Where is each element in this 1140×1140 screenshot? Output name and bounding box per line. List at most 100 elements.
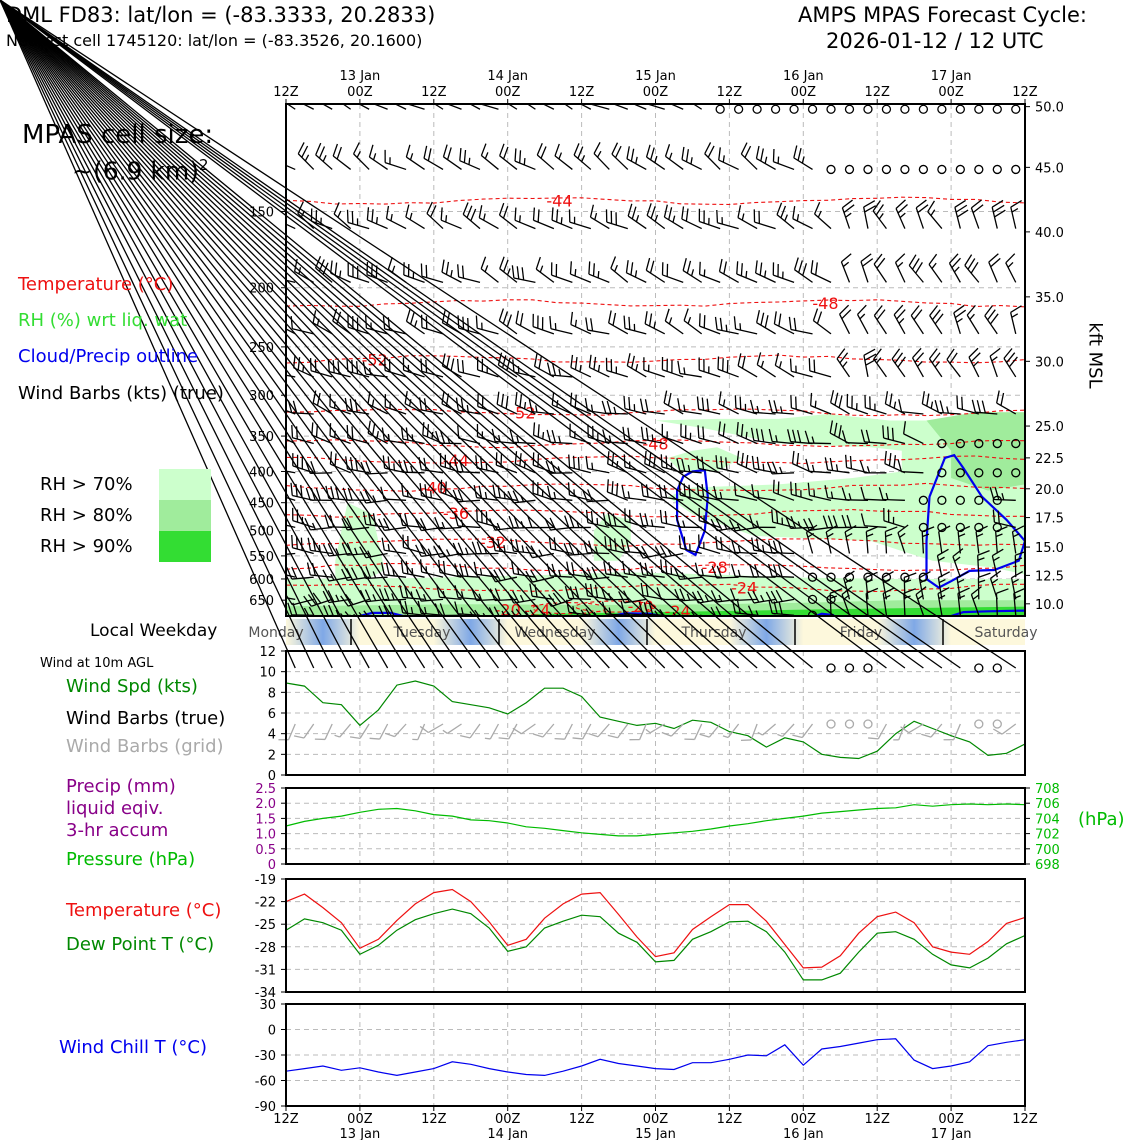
upper-wind-barb-flag bbox=[896, 309, 906, 320]
upper-wind-barb bbox=[480, 268, 499, 283]
upper-wind-barb-flag bbox=[966, 304, 976, 316]
upper-wind-barb-flag bbox=[424, 484, 428, 497]
legend-rh70: RH > 70% bbox=[40, 474, 133, 495]
upper-wind-barb-flag bbox=[607, 451, 610, 464]
upper-wind-barb-flag bbox=[737, 205, 742, 218]
temperature-contour-line bbox=[286, 583, 1025, 593]
upper-wind-barb-flag bbox=[469, 97, 470, 104]
upper-wind-barb bbox=[286, 574, 296, 578]
upper-wind-barb bbox=[864, 525, 887, 529]
weekday-night-gradient bbox=[286, 619, 360, 645]
upper-wind-barb-flag bbox=[789, 358, 792, 372]
upper-wind-barb-flag bbox=[564, 515, 570, 528]
temp-panel-ytick-label: -31 bbox=[255, 963, 276, 978]
upper-wind-barb-flag bbox=[842, 261, 850, 268]
grid-wind-barb bbox=[359, 723, 370, 739]
upper-wind-barb bbox=[903, 433, 924, 445]
upper-wind-barb-flag bbox=[777, 481, 780, 495]
upper-wind-barb-flag bbox=[972, 204, 984, 214]
upper-wind-barb bbox=[569, 466, 592, 474]
grid-wind-barb-flag bbox=[661, 731, 672, 737]
upper-wind-barb bbox=[790, 441, 813, 445]
upper-wind-barb bbox=[568, 611, 591, 616]
upper-wind-barb-flag bbox=[307, 594, 317, 606]
upper-wind-barb-flag bbox=[590, 318, 594, 332]
upper-wind-barb-flag bbox=[295, 536, 298, 550]
upper-wind-barb-flag bbox=[683, 367, 686, 375]
upper-wind-barb bbox=[478, 217, 499, 230]
upper-wind-barb-flag bbox=[354, 547, 358, 555]
upper-wind-barb-flag bbox=[322, 569, 330, 582]
true-wind-barb bbox=[0, 0, 389, 669]
upper-wind-barb-flag bbox=[995, 533, 1003, 538]
grid-wind-barb-calm bbox=[974, 719, 984, 729]
upper-wind-barb-flag bbox=[608, 310, 612, 324]
upper-wind-barb-flag bbox=[582, 489, 588, 502]
upper-wind-barb-flag bbox=[501, 355, 507, 368]
upper-wind-barb-flag bbox=[519, 594, 525, 602]
upper-wind-barb-flag bbox=[492, 484, 496, 498]
upper-wind-barb-flag bbox=[514, 451, 518, 464]
upper-wind-barb-flag bbox=[351, 426, 354, 440]
upper-wind-barb-flag bbox=[349, 457, 354, 470]
upper-wind-barb bbox=[809, 494, 832, 501]
upper-wind-barb bbox=[291, 412, 314, 415]
wind-panel-ytick-label: 12 bbox=[259, 645, 276, 660]
upper-wind-barb-flag bbox=[917, 204, 929, 214]
upper-wind-barb bbox=[606, 548, 628, 555]
upper-wind-barb-flag bbox=[480, 256, 487, 269]
cloud-outline-path bbox=[925, 453, 1025, 589]
upper-wind-barb-flag bbox=[508, 515, 515, 529]
upper-wind-barb-flag bbox=[484, 491, 488, 499]
upper-wind-barb-flag bbox=[1012, 578, 1019, 584]
upper-wind-barb-flag bbox=[597, 270, 600, 278]
upper-wind-barb-flag bbox=[625, 539, 630, 553]
upper-wind-barb-flag bbox=[829, 457, 834, 471]
upper-wind-barb-flag bbox=[793, 145, 798, 159]
upper-wind-barb-flag bbox=[521, 267, 525, 281]
upper-wind-barb-flag bbox=[553, 491, 557, 499]
upper-wind-barb-flag bbox=[830, 595, 838, 599]
upper-wind-barb-flag bbox=[747, 591, 755, 604]
upper-wind-barb-flag bbox=[787, 429, 792, 442]
upper-wind-barb bbox=[406, 156, 425, 170]
upper-wind-barb-flag bbox=[548, 594, 557, 606]
temperature-contour-line bbox=[286, 455, 1025, 465]
date-label-bottom: 14 Jan bbox=[487, 1127, 528, 1140]
upper-wind-barb-flag bbox=[286, 567, 293, 580]
upper-wind-barb bbox=[698, 495, 721, 501]
upper-wind-barb-flag bbox=[1008, 356, 1018, 368]
true-wind-barb bbox=[0, 0, 943, 669]
upper-wind-barb bbox=[513, 598, 536, 604]
hpa-unit-label: (hPa) bbox=[1078, 809, 1125, 830]
cell-size-value: ~(6.9 km)2 bbox=[72, 156, 209, 185]
upper-wind-barb-flag bbox=[1007, 261, 1014, 268]
upper-wind-barb-flag bbox=[919, 571, 931, 579]
upper-wind-barb-flag bbox=[627, 491, 631, 499]
upper-wind-barb bbox=[793, 157, 813, 170]
upper-wind-barb-flag bbox=[687, 93, 689, 100]
upper-wind-barb-flag bbox=[740, 142, 748, 155]
upper-wind-barb bbox=[495, 576, 518, 583]
upper-wind-barb-flag bbox=[606, 400, 612, 414]
upper-wind-barb-flag bbox=[512, 590, 520, 603]
precip-label-3: 3-hr accum bbox=[66, 820, 169, 841]
upper-wind-barb-flag bbox=[830, 491, 834, 499]
upper-wind-barb bbox=[970, 594, 980, 616]
dewpoint-panel-label: Dew Point T (°C) bbox=[66, 934, 215, 955]
upper-wind-barb-flag bbox=[927, 200, 936, 213]
upper-wind-barb-flag bbox=[409, 212, 413, 220]
upper-wind-barb bbox=[292, 437, 314, 445]
upper-wind-barb-flag bbox=[956, 571, 969, 579]
upper-wind-barb-flag bbox=[371, 209, 374, 222]
upper-wind-barb bbox=[698, 467, 721, 474]
upper-wind-barb-flag bbox=[686, 260, 692, 274]
upper-wind-barb-flag bbox=[866, 466, 871, 474]
upper-wind-barb-flag bbox=[776, 202, 783, 215]
upper-wind-barb-flag bbox=[644, 513, 649, 526]
upper-wind-barb bbox=[365, 499, 388, 504]
upper-wind-barb bbox=[573, 154, 592, 170]
upper-wind-barb-flag bbox=[634, 270, 638, 278]
